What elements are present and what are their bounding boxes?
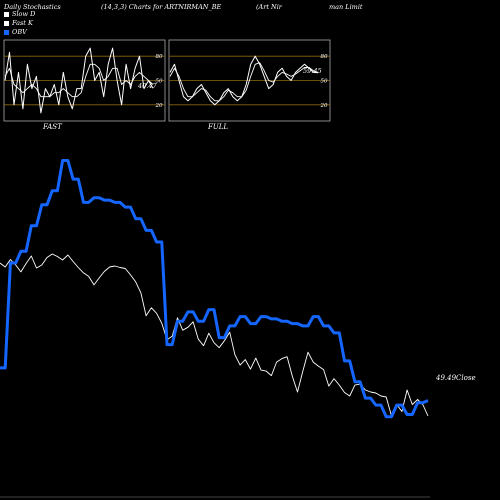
obv-line [0,159,429,419]
close-price-label: 49.49Close [435,374,476,382]
price-line [0,253,429,417]
company-name-part1: (Art Nir [256,3,282,11]
company-name-part2: man Limit [329,3,363,11]
legend-swatch [4,30,9,35]
fast-d-line [4,63,154,98]
full-d-line [169,62,319,102]
full-tick-label-50: 50 [321,79,328,85]
full-k-line [169,55,319,106]
full-tick-label-20: 20 [320,103,328,109]
full-panel-title: FULL [207,123,228,131]
fast-k-line [4,47,154,114]
legend-item-obv: OBV [4,28,35,37]
full-tick-label-80: 80 [321,54,328,60]
legend-label: Fast K [12,19,33,27]
legend: Slow D Fast K OBV [4,10,35,37]
fast-tick-label-50: 50 [156,79,163,85]
legend-item-fast-k: Fast K [4,19,35,28]
legend-swatch [4,21,9,26]
legend-label: OBV [12,28,27,36]
fast-panel-title: FAST [42,123,63,131]
fast-value-label: 40.47 [137,82,157,90]
legend-item-slow-d: Slow D [4,10,35,19]
chart-subtitle: (14,3,3) Charts for ARTNIRMAN_BE [101,3,222,11]
chart-title: Daily Stochastics [4,3,61,11]
fast-tick-label-80: 80 [156,54,163,60]
fast-tick-label-20: 20 [155,103,163,109]
legend-swatch [4,12,9,17]
legend-label: Slow D [12,10,36,18]
full-value-label: 59.45 [303,67,322,75]
